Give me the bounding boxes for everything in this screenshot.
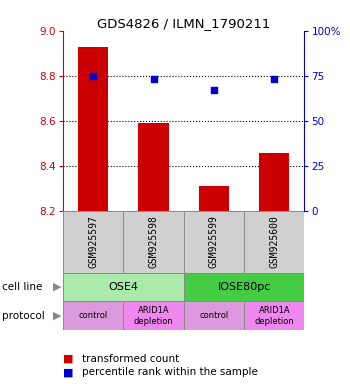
Text: ARID1A
depletion: ARID1A depletion bbox=[254, 306, 294, 326]
Bar bbox=[123, 211, 184, 273]
Text: IOSE80pc: IOSE80pc bbox=[217, 282, 271, 292]
Bar bbox=[184, 211, 244, 273]
Text: GSM925599: GSM925599 bbox=[209, 215, 219, 268]
Bar bbox=[199, 186, 229, 211]
Text: ARID1A
depletion: ARID1A depletion bbox=[134, 306, 174, 326]
Point bbox=[151, 76, 156, 83]
Bar bbox=[123, 301, 184, 330]
Point bbox=[211, 87, 217, 93]
Bar bbox=[244, 301, 304, 330]
Point bbox=[90, 73, 96, 79]
Text: ▶: ▶ bbox=[52, 282, 61, 292]
Text: transformed count: transformed count bbox=[82, 354, 180, 364]
Bar bbox=[139, 123, 169, 211]
Text: control: control bbox=[78, 311, 108, 320]
Bar bbox=[184, 301, 244, 330]
Text: OSE4: OSE4 bbox=[108, 282, 138, 292]
Bar bbox=[63, 273, 184, 301]
Bar bbox=[259, 152, 289, 211]
Text: protocol: protocol bbox=[2, 311, 44, 321]
Text: ■: ■ bbox=[63, 367, 74, 377]
Point bbox=[272, 76, 277, 83]
Text: cell line: cell line bbox=[2, 282, 42, 292]
Bar bbox=[63, 211, 123, 273]
Text: percentile rank within the sample: percentile rank within the sample bbox=[82, 367, 258, 377]
Text: GSM925598: GSM925598 bbox=[148, 215, 159, 268]
Bar bbox=[78, 46, 108, 211]
Bar bbox=[184, 273, 304, 301]
Text: ■: ■ bbox=[63, 354, 74, 364]
Bar bbox=[63, 301, 123, 330]
Text: ▶: ▶ bbox=[52, 311, 61, 321]
Bar bbox=[244, 211, 304, 273]
Title: GDS4826 / ILMN_1790211: GDS4826 / ILMN_1790211 bbox=[97, 17, 271, 30]
Text: control: control bbox=[199, 311, 229, 320]
Text: GSM925600: GSM925600 bbox=[269, 215, 279, 268]
Text: GSM925597: GSM925597 bbox=[88, 215, 98, 268]
